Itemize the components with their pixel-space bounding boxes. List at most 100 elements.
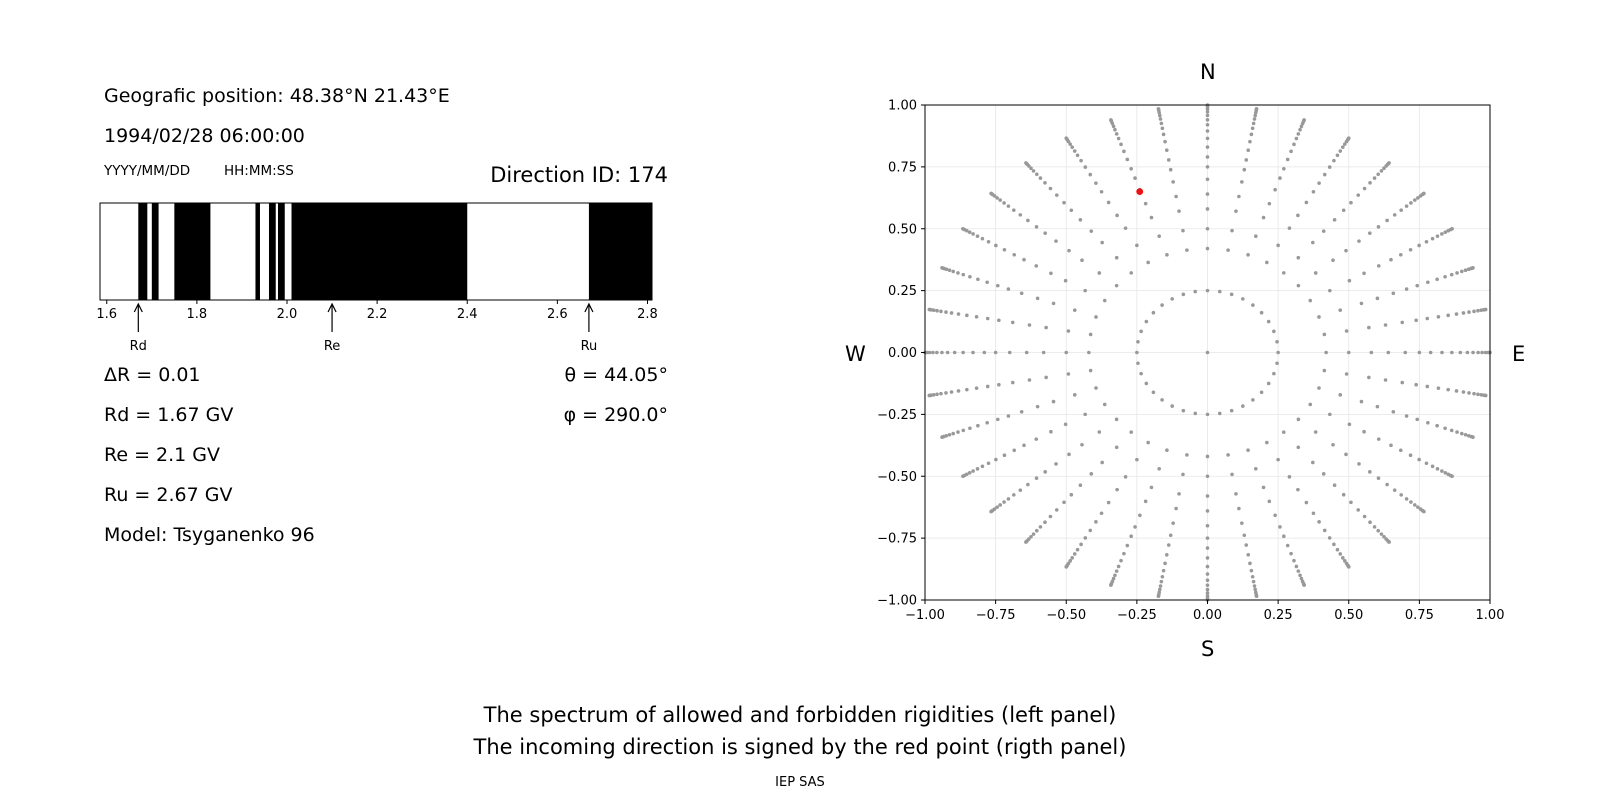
direction-point: [1102, 298, 1107, 303]
y-tick-label: 0.00: [888, 346, 917, 361]
direction-point: [1379, 169, 1384, 173]
direction-point: [1160, 303, 1164, 307]
direction-point: [1443, 230, 1448, 235]
direction-point: [1311, 511, 1316, 516]
direction-point: [1415, 283, 1420, 288]
re-value: Re = 2.1 GV: [104, 444, 221, 466]
direction-point: [1254, 466, 1258, 471]
marker-label-ru: Ru: [581, 339, 598, 354]
direction-point: [1205, 494, 1210, 498]
direction-point: [951, 269, 955, 274]
direction-point: [1450, 474, 1454, 479]
direction-point: [1049, 271, 1053, 276]
direction-point: [1294, 564, 1299, 569]
direction-point: [1159, 579, 1164, 584]
direction-point: [1234, 492, 1238, 496]
direction-point: [1181, 408, 1186, 413]
y-tick-label: 1.00: [888, 99, 917, 114]
direction-point: [1322, 528, 1327, 533]
direction-point: [1408, 453, 1413, 458]
direction-point: [951, 431, 955, 436]
direction-point: [1278, 525, 1282, 529]
direction-point: [1115, 487, 1119, 492]
direction-point: [1114, 132, 1119, 136]
direction-point: [1265, 440, 1269, 445]
direction-point: [1205, 123, 1210, 127]
direction-point: [1250, 574, 1255, 579]
direction-point: [1417, 457, 1421, 462]
direction-point: [1267, 201, 1272, 206]
direction-point: [1205, 454, 1210, 459]
x-tick-label: 1.00: [1476, 608, 1505, 623]
direction-point: [1160, 574, 1165, 579]
direction-point: [1002, 500, 1006, 504]
direction-point: [927, 350, 932, 355]
direction-point: [1251, 398, 1255, 402]
direction-point: [961, 474, 965, 479]
direction-point: [1012, 208, 1016, 212]
direction-point: [971, 232, 975, 236]
direction-point: [939, 309, 943, 314]
direction-point: [1240, 180, 1244, 184]
direction-point: [1261, 485, 1266, 490]
direction-point: [1075, 547, 1080, 552]
direction-point: [1006, 497, 1011, 501]
direction-point: [997, 318, 1001, 323]
direction-point: [1404, 204, 1409, 208]
direction-point: [1122, 149, 1126, 154]
direction-point: [1414, 382, 1418, 387]
direction-point: [1389, 443, 1393, 448]
x-tick-label: 0.75: [1405, 608, 1434, 623]
direction-point: [1177, 209, 1181, 213]
direction-point: [961, 428, 966, 433]
direction-point: [1129, 430, 1134, 434]
direction-point: [1034, 476, 1039, 480]
direction-point: [1332, 217, 1337, 222]
direction-point: [940, 266, 944, 270]
direction-point: [995, 283, 1000, 288]
direction-point: [965, 313, 969, 318]
direction-point: [1251, 303, 1255, 307]
direction-point: [1250, 126, 1255, 131]
y-tick-label: −1.00: [877, 594, 917, 609]
direction-point: [1226, 453, 1230, 457]
direction-point: [1205, 474, 1210, 479]
direction-point: [1024, 540, 1028, 544]
direction-point: [1331, 258, 1335, 263]
direction-point: [1114, 569, 1119, 573]
direction-point: [1465, 350, 1470, 355]
direction-point: [1063, 422, 1068, 427]
direction-point: [1311, 240, 1315, 245]
direction-point: [1440, 232, 1444, 236]
x-tick-label: 1.8: [187, 307, 208, 322]
direction-point: [994, 457, 998, 462]
direction-point: [1332, 483, 1337, 488]
direction-point: [1115, 213, 1119, 218]
direction-point: [1408, 247, 1413, 252]
direction-point: [1304, 500, 1309, 505]
direction-point: [1317, 520, 1321, 524]
direction-point: [1193, 411, 1198, 416]
direction-point: [1313, 271, 1318, 275]
direction-point: [1026, 218, 1030, 223]
direction-point: [1435, 467, 1440, 471]
direction-point: [1296, 255, 1301, 260]
direction-point: [1298, 127, 1302, 132]
datetime: 1994/02/28 06:00:00: [104, 125, 305, 147]
direction-point: [1426, 280, 1430, 285]
direction-point: [1083, 536, 1088, 540]
direction-point: [1205, 145, 1210, 149]
direction-point: [1246, 553, 1251, 557]
direction-point: [1205, 564, 1210, 569]
direction-point: [1382, 166, 1386, 171]
direction-point: [1417, 350, 1422, 355]
direction-point: [985, 280, 989, 285]
direction-point: [995, 196, 999, 200]
direction-point: [1067, 452, 1071, 457]
direction-point: [1313, 430, 1318, 434]
direction-point: [1160, 126, 1165, 131]
x-tick-label: −0.50: [1046, 608, 1086, 623]
direction-point: [1244, 158, 1249, 162]
direction-point: [945, 350, 950, 355]
y-tick-label: 0.50: [888, 222, 917, 237]
